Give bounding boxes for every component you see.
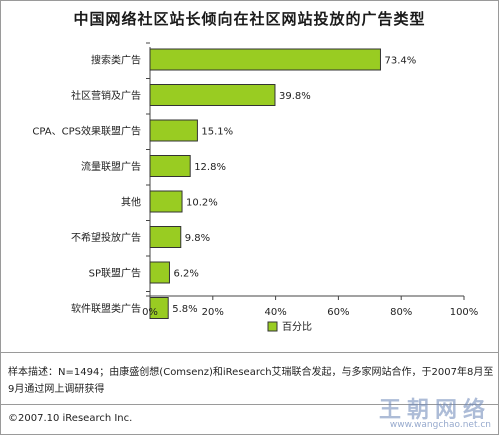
x-tick-label: 80%	[390, 307, 412, 318]
category-label: SP联盟广告	[89, 267, 141, 280]
x-tick-label: 100%	[450, 307, 479, 318]
legend-label: 百分比	[282, 321, 312, 333]
data-label: 73.4%	[384, 56, 416, 67]
watermark-logo: 王朝网络	[378, 397, 491, 423]
chart-title: 中国网络社区站长倾向在社区网站投放的广告类型	[73, 10, 426, 28]
data-label: 12.8%	[194, 162, 226, 173]
copyright: ©2007.10 iResearch Inc.	[8, 413, 133, 424]
category-label: 社区营销及广告	[71, 89, 141, 102]
bar	[149, 226, 182, 248]
data-label: 10.2%	[186, 198, 218, 209]
data-label: 15.1%	[201, 127, 233, 138]
legend-swatch	[267, 321, 278, 332]
bar	[149, 261, 170, 284]
bar-chart: 搜索类广告 73.4% 社区营销及广告 39.8% CPA、CPS效果联盟广告 15.1%…	[32, 42, 479, 333]
watermark: 王朝网络 www.wangchao.net.cn	[379, 398, 491, 430]
category-label: CPA、CPS效果联盟广告	[32, 125, 141, 138]
footer-divider-bottom	[0, 404, 499, 405]
bar	[149, 155, 191, 177]
x-tick-label: 60%	[327, 307, 349, 318]
x-tick-label: 20%	[202, 307, 224, 318]
bar	[149, 48, 381, 71]
category-label: 软件联盟类广告	[71, 302, 141, 315]
sample-note: 样本描述：N=1494；由康盛创想(Comsenz)和iResearch艾瑞联合…	[8, 367, 494, 395]
category-label: 流量联盟广告	[81, 160, 141, 173]
data-label: 39.8%	[279, 91, 311, 102]
data-label: 5.8%	[172, 304, 197, 315]
watermark-url: www.wangchao.net.cn	[389, 420, 491, 430]
x-tick-label: 40%	[264, 307, 286, 318]
footer-divider-top	[0, 352, 499, 353]
bar	[149, 297, 169, 319]
bar	[149, 190, 183, 213]
data-label: 6.2%	[173, 269, 198, 280]
x-tick-label: 0%	[142, 307, 158, 318]
data-label: 9.8%	[185, 233, 210, 244]
bar	[149, 84, 276, 106]
category-label: 不希望投放广告	[71, 231, 141, 244]
bar	[149, 119, 198, 142]
category-label: 搜索类广告	[91, 54, 141, 67]
category-label: 其他	[121, 196, 141, 209]
